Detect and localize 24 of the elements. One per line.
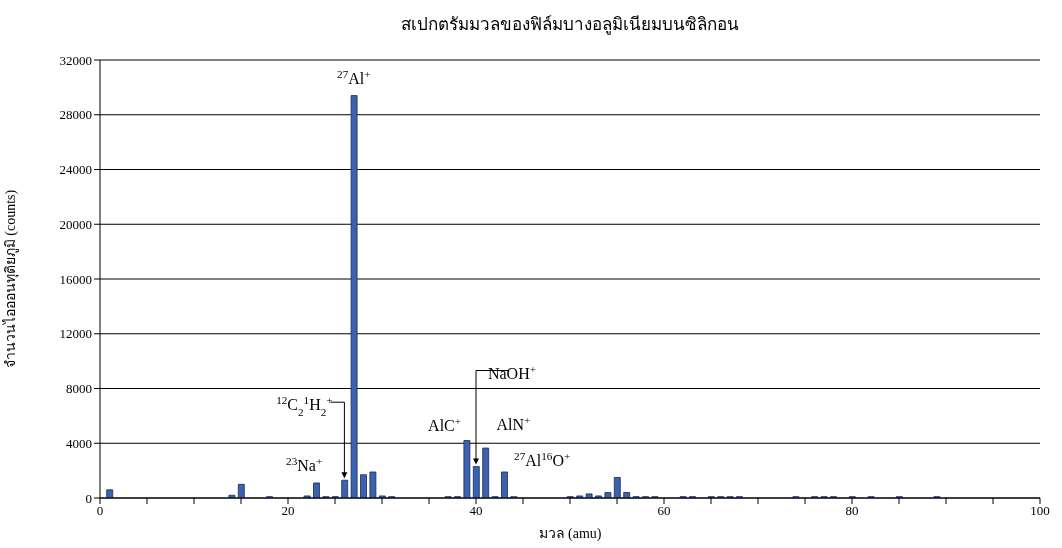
- x-tick-label: 0: [96, 503, 104, 519]
- y-tick-label: 28000: [59, 107, 92, 123]
- y-tick-label: 20000: [59, 216, 92, 232]
- x-tick-label: 100: [1030, 503, 1050, 519]
- y-tick-label: 12000: [59, 326, 92, 342]
- y-axis-title: จำนวนไอออนทุติยภูมิ (counts): [1, 189, 19, 369]
- x-tick-label: 60: [657, 503, 671, 519]
- annotation: $^{27}$Al$^{+}$: [337, 67, 371, 87]
- x-tick-label: 40: [469, 503, 483, 519]
- y-tick-label: 4000: [66, 435, 92, 451]
- chart-title: สเปกตรัมมวลของฟิล์มบางอลูมิเนียมบนซิลิกอน: [401, 14, 739, 35]
- y-tick-label: 24000: [59, 162, 92, 178]
- x-axis-title: มวล (amu): [538, 526, 602, 542]
- annotation: $^{27}$Al$^{16}$O$^{+}$: [514, 449, 571, 469]
- annotation: NaOH$^{+}$: [487, 362, 537, 382]
- y-tick-label: 16000: [59, 271, 92, 287]
- y-tick-label: 0: [85, 490, 92, 506]
- annotation: $^{23}$Na$^{+}$: [286, 454, 323, 474]
- y-tick-label: 32000: [59, 52, 92, 68]
- annotation: AlC$^{+}$: [428, 414, 462, 434]
- annotation: AlN$^{+}$: [496, 414, 531, 434]
- x-tick-label: 20: [281, 503, 295, 519]
- x-tick-label: 80: [845, 503, 859, 519]
- y-tick-label: 8000: [66, 381, 92, 397]
